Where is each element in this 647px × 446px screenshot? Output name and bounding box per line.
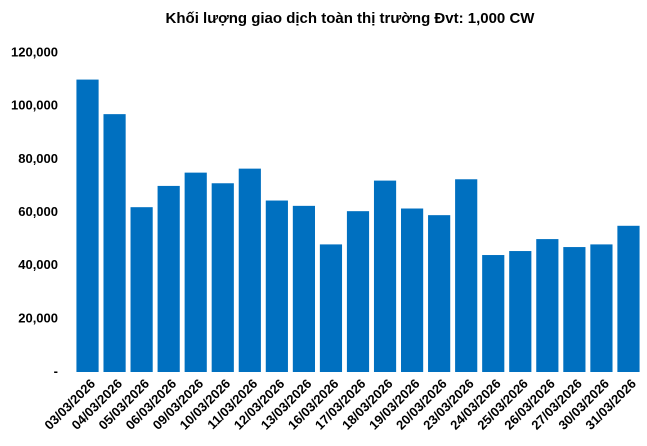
y-tick-label: - [54, 363, 58, 378]
bar [211, 183, 234, 372]
y-tick-label: 100,000 [11, 98, 58, 113]
chart-title: Khối lượng giao dịch toàn thị trường Đvt… [166, 10, 536, 27]
bar [509, 251, 532, 372]
bar [428, 215, 451, 372]
y-tick-label: 40,000 [18, 257, 58, 272]
bar [482, 255, 505, 372]
bar [455, 179, 478, 372]
bar [238, 168, 261, 372]
y-tick-label: 20,000 [18, 310, 58, 325]
bar [617, 225, 640, 372]
bar [346, 211, 370, 372]
bar [319, 244, 343, 372]
bar [536, 239, 559, 372]
bar [103, 114, 126, 373]
bar [563, 247, 586, 372]
bar [184, 172, 207, 372]
y-tick-label: 80,000 [18, 151, 58, 166]
y-tick-label: 120,000 [11, 44, 58, 59]
bar [373, 180, 397, 372]
bar [130, 207, 153, 372]
bar [590, 244, 613, 372]
bar [157, 185, 180, 372]
bar [292, 205, 315, 372]
y-tick-label: 60,000 [18, 204, 58, 219]
bar [76, 79, 99, 372]
bar [265, 200, 288, 372]
bar [401, 208, 424, 372]
